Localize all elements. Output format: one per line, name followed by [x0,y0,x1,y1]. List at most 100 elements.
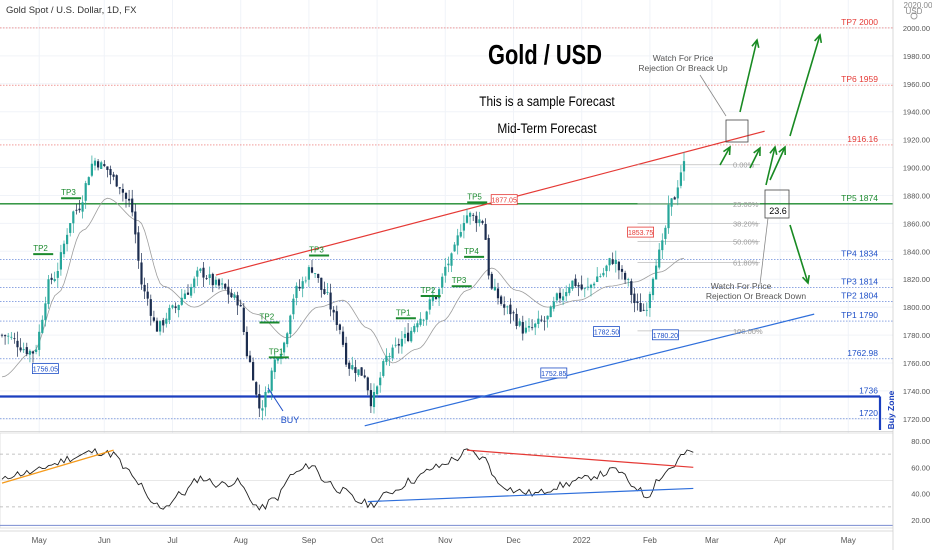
candle-body [31,351,35,354]
candle-body [602,272,605,276]
price-label-box [627,226,654,238]
candle-body [301,281,304,289]
candle-body [475,215,478,224]
watch-note-pointer-top [699,74,727,117]
candle-body [7,335,10,337]
tp-marker-label: TP2 [421,286,436,295]
candle-body [335,311,338,325]
candle-body [245,331,248,357]
candle-body [413,325,416,332]
candle-body [558,292,562,299]
candle-body [217,279,221,286]
price-tick-label: 1780.00 [903,331,930,340]
candle-body [459,232,462,237]
candle-body [376,386,379,395]
candle-body [4,335,7,337]
price-label-text: 1752.85 [541,371,566,378]
watch-down-note-1: Watch For Price [711,281,772,291]
candle-body [69,223,72,233]
buy-zone [0,395,882,430]
candle-body [106,166,109,170]
arrow-up-2-a-head [753,146,761,157]
candle-body [190,287,193,296]
candle-body [174,306,177,309]
candle-body [348,362,351,369]
candle-body [372,392,376,408]
candle-body [577,285,580,287]
candle-body [168,307,171,320]
price-label-box [490,194,518,206]
candle-body [134,211,137,235]
price-tick-label: 1860.00 [903,219,930,228]
price-tick-label: 1720.00 [903,415,930,424]
currency-label: USD [906,7,923,16]
time-tick-label: Dec [506,536,520,545]
candle-body [456,235,459,246]
candle-body [78,208,81,211]
candle-body [143,284,146,292]
trend-lines [215,130,815,427]
candle-body [661,240,664,251]
candle-body [453,244,456,252]
time-tick-label: May [32,536,47,545]
candle-body [664,227,667,239]
candle-body [462,222,465,231]
candle-body [682,161,686,172]
chart-subtitle-1: This is a sample Forecast [479,93,615,109]
candle-body [589,284,593,288]
candle-body [648,293,651,308]
candle-body [276,357,279,361]
price-tick-label: 1980.00 [903,52,930,61]
time-tick-label: Aug [234,536,248,545]
candle-body [465,215,469,223]
candle-body [118,187,121,189]
chart-title: Gold / USD [488,39,602,70]
candle-body [500,296,503,304]
candle-body [224,283,227,289]
candle-body [252,362,255,381]
candle-body [13,338,16,340]
candle-body [100,162,103,169]
candle-body [199,268,202,271]
candle-body [506,306,509,308]
arrow-up-2-b [765,146,776,186]
sma-line [1,197,685,378]
candle-body [351,365,354,370]
candle-body [25,347,28,354]
candle-body [630,281,633,295]
candle-body [289,315,292,335]
candle-body [434,296,438,299]
settings-icon [910,12,918,20]
arrow-up-2-a [749,147,761,169]
candle-body [295,285,298,298]
candle-body [180,297,183,305]
candle-body [537,318,540,324]
candle-body [267,390,270,393]
candle-body [286,333,289,345]
candle-body [676,187,679,199]
candle-body [447,263,450,266]
price-label-text: 1877.05 [492,198,517,205]
rsi-line [1,447,694,511]
candle-body [608,258,611,266]
candle-body [524,327,527,333]
rsi-blue-trend [367,487,694,503]
price-target-lines: TP7 2000 TP6 1959 1916.16 TP5 1874 TP4 1834 T… [0,17,893,420]
candle-body [28,350,31,355]
time-tick-label: Sep [302,536,317,545]
price-label-text: 1756.05 [33,367,58,374]
candle-body [137,232,140,261]
candle-body [624,272,627,280]
price-tick-label: 2000.00 [903,24,930,33]
candle-body [162,320,165,326]
year-label: 2020.00 [904,1,932,10]
candle-body [264,391,267,408]
candle-body [670,198,673,207]
candle-body [208,274,211,278]
candle-body [310,267,314,273]
tp-marker-label: TP4 [464,247,479,256]
candle-body [19,347,22,351]
candle-body [527,325,531,328]
candle-body [214,279,217,285]
